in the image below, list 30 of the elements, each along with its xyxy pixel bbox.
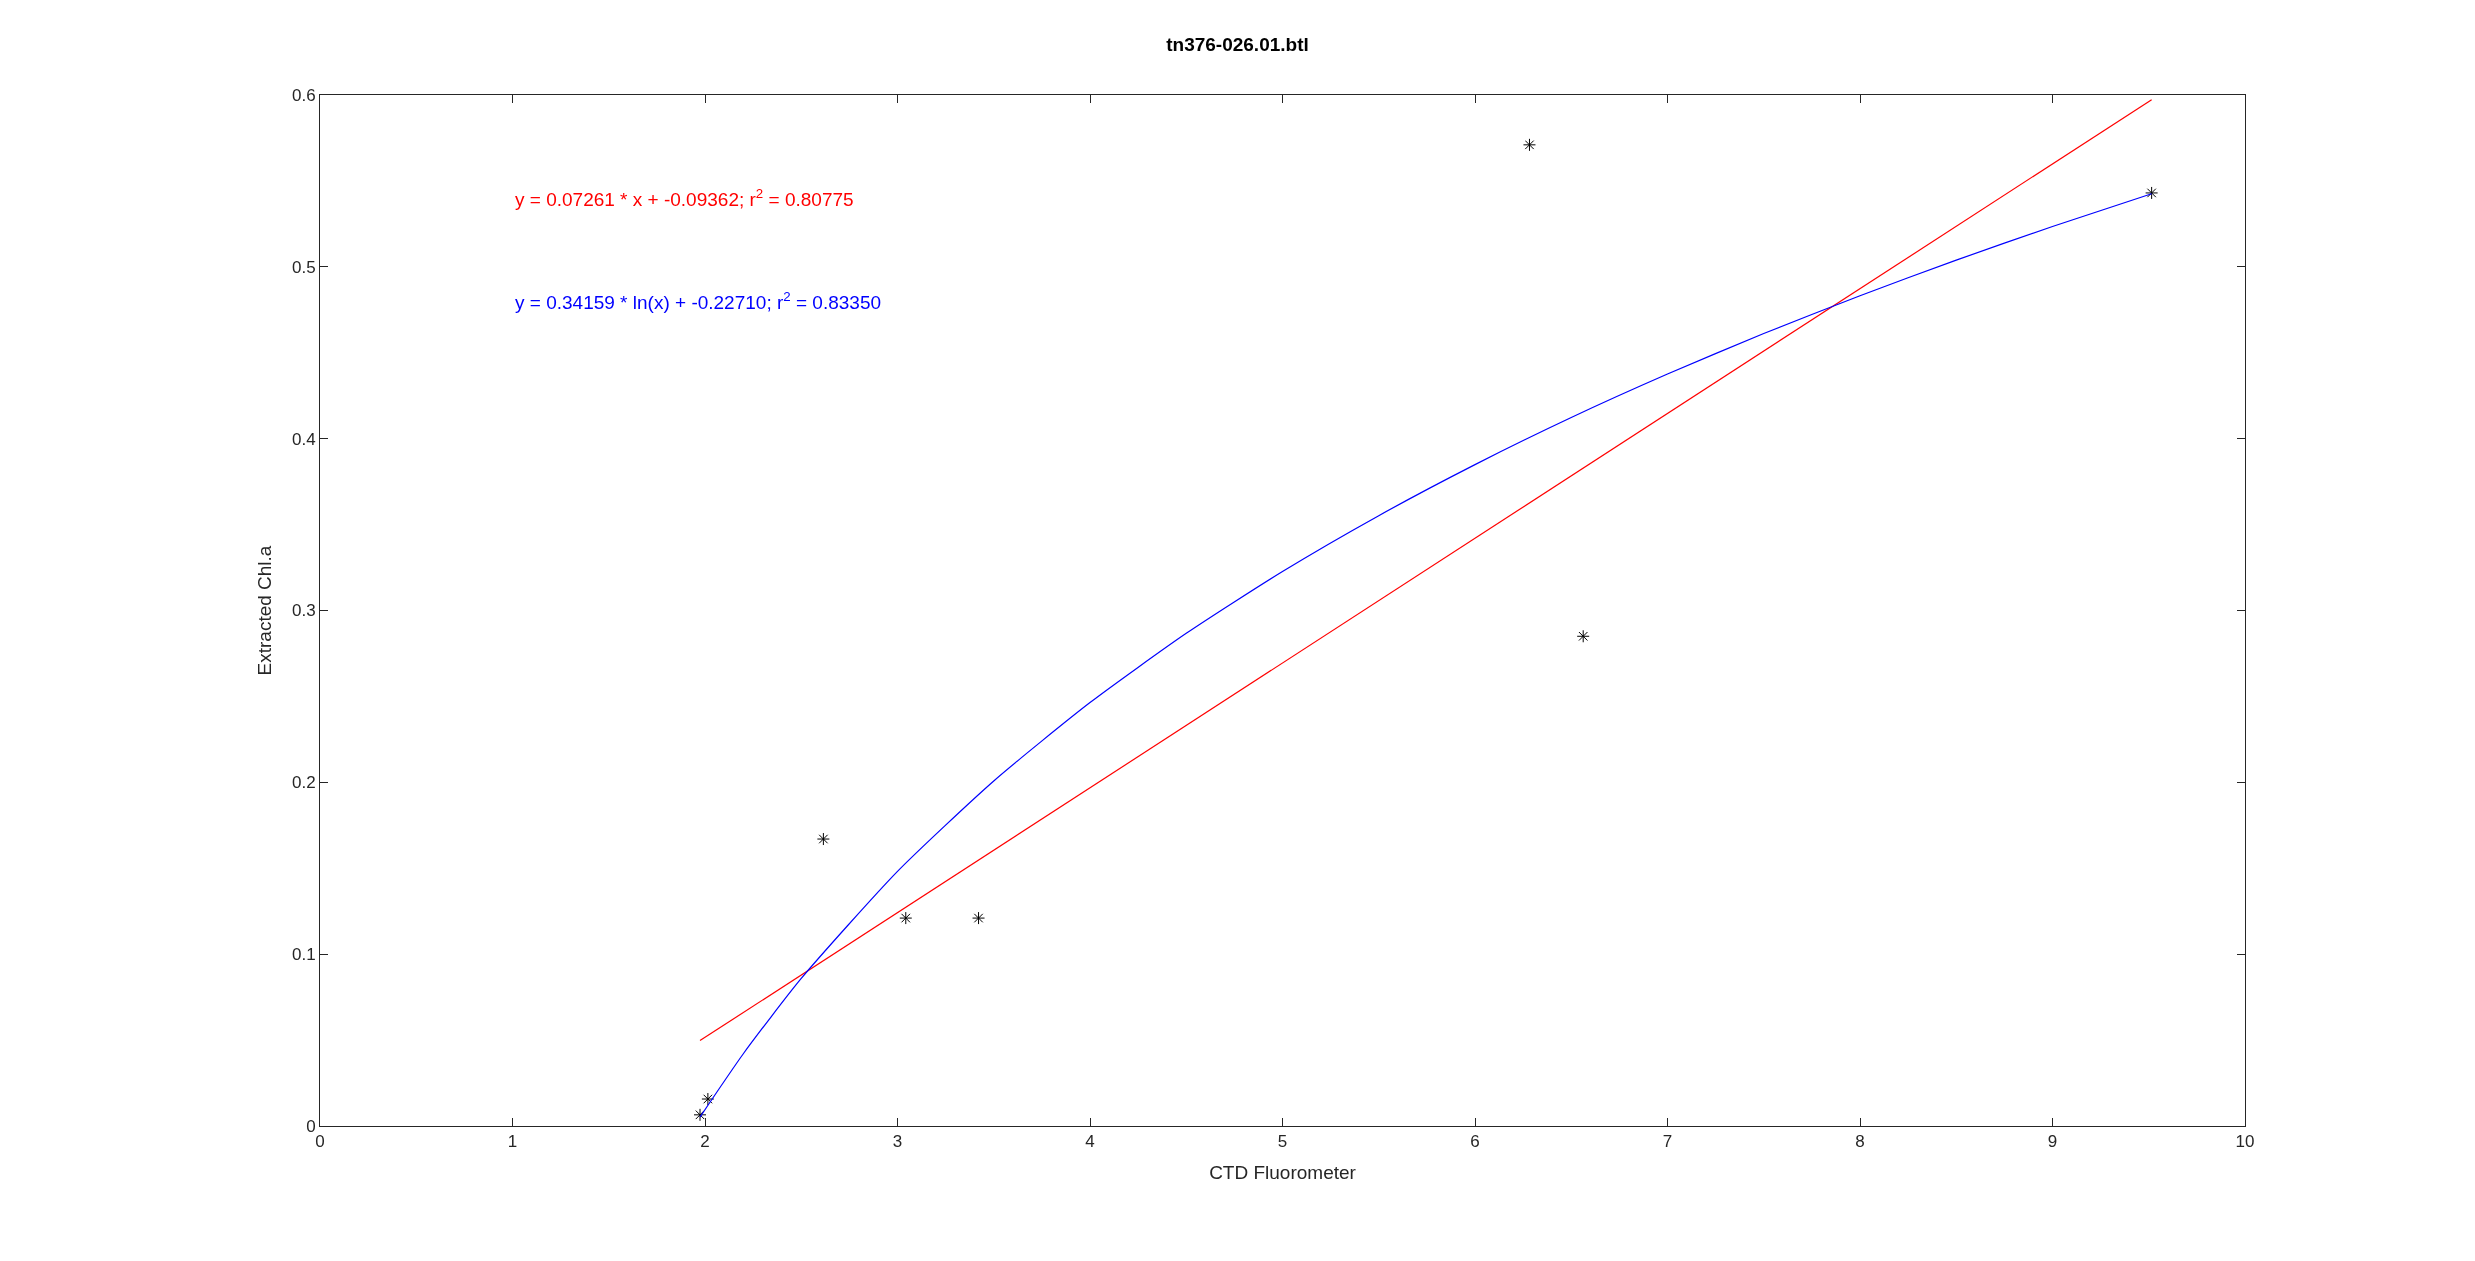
point xyxy=(1522,138,1536,152)
x-tick-label: 9 xyxy=(2047,1132,2058,1152)
y-tick-label: 0.1 xyxy=(291,945,316,965)
annotation: y = 0.07261 * x + -0.09362; r$^{2}$ = 0.80775 xyxy=(515,186,854,210)
x-tick-label: 6 xyxy=(1470,1132,1480,1152)
point xyxy=(899,911,913,925)
x-tick-label: 8 xyxy=(1855,1132,1865,1152)
point xyxy=(816,832,830,846)
point xyxy=(693,1108,707,1122)
chart-title: tn376-026.01.btl xyxy=(1166,34,1309,56)
x-tick-label: 4 xyxy=(1085,1132,1095,1152)
y-tick-label: 0.2 xyxy=(291,773,316,793)
y-tick-label: 0.3 xyxy=(291,601,316,621)
y-tick-label: 0.5 xyxy=(291,257,316,277)
point xyxy=(701,1092,715,1106)
x-tick-label: 1 xyxy=(507,1132,518,1152)
x-tick-label: 10 xyxy=(2235,1132,2255,1152)
annotation: y = 0.34159 * ln(x) + -0.22710; r$^{2}$ = 0.83350 xyxy=(515,289,882,313)
point xyxy=(2145,186,2159,200)
x-tick-label: 3 xyxy=(892,1132,903,1152)
y-tick-label: 0 xyxy=(306,1116,316,1136)
y-axis-title: Extracted Chl.a xyxy=(253,545,275,676)
x-axis-title: CTD Fluorometer xyxy=(1209,1162,1357,1184)
x-tick-label: 5 xyxy=(1277,1132,1288,1152)
y-tick-label: 0.4 xyxy=(291,429,316,449)
x-tick-label: 7 xyxy=(1662,1132,1673,1152)
y-tick-label: 0.6 xyxy=(291,85,316,105)
point xyxy=(972,911,986,925)
x-tick-label: 2 xyxy=(700,1132,710,1152)
point xyxy=(1576,629,1590,643)
